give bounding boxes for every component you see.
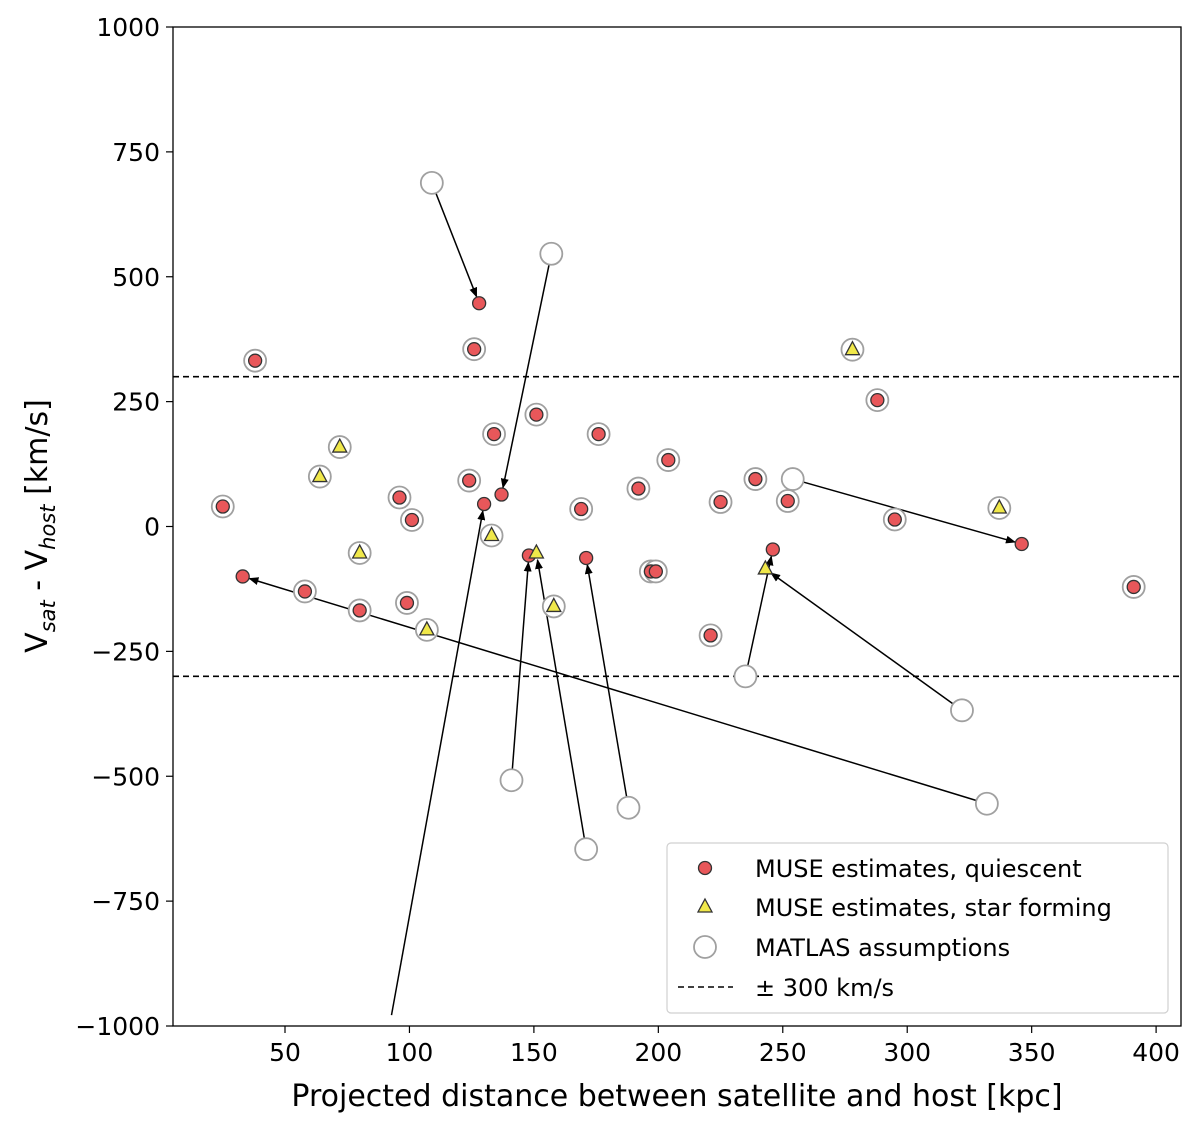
x-tick-label: 100 — [386, 1038, 434, 1067]
matlas-point — [499, 768, 524, 793]
star-forming-point — [331, 437, 348, 453]
x-axis-label: Projected distance between satellite and… — [291, 1079, 1062, 1114]
x-tick-label: 150 — [510, 1038, 558, 1067]
matlas-point — [733, 664, 758, 689]
star-forming-point — [757, 559, 774, 575]
velocity-shift-arrow — [435, 192, 478, 298]
quiescent-point — [471, 296, 487, 311]
velocity-shift-arrow — [500, 264, 550, 489]
x-tick-label: 250 — [759, 1038, 807, 1067]
y-tick-label: 750 — [112, 138, 160, 167]
velocity-shift-arrow — [770, 572, 954, 705]
quiescent-point — [215, 499, 230, 514]
quiescent-point — [870, 392, 885, 408]
y-tick-label: 1000 — [96, 13, 160, 42]
legend: MUSE estimates, quiescent MUSE estimates… — [666, 842, 1169, 1014]
quiescent-point — [494, 487, 509, 502]
matlas-point — [950, 698, 974, 723]
quiescent-point — [1126, 579, 1141, 595]
quiescent-point — [529, 407, 544, 422]
matlas-point — [616, 795, 641, 820]
y-tick-label: 0 — [144, 513, 160, 542]
star-forming-point — [483, 526, 500, 542]
quiescent-point — [1014, 536, 1029, 552]
quiescent-point — [703, 628, 718, 643]
quiescent-point — [467, 342, 482, 357]
legend-marker-star-forming — [696, 897, 714, 913]
quiescent-point — [574, 501, 589, 517]
matlas-point — [574, 837, 599, 862]
x-tick-label: 200 — [634, 1038, 682, 1067]
quiescent-point — [661, 452, 676, 468]
star-forming-point — [844, 340, 861, 356]
matlas-point — [974, 791, 999, 816]
y-tick-label: −1000 — [75, 1012, 160, 1041]
quiescent-point — [352, 603, 367, 618]
legend-label-matlas: MATLAS assumptions — [755, 934, 1010, 962]
legend-marker-matlas — [693, 935, 717, 959]
quiescent-point — [404, 512, 420, 528]
x-tick-label: 300 — [883, 1038, 931, 1067]
legend-marker-quiescent — [697, 860, 713, 876]
quiescent-point — [392, 490, 407, 505]
matlas-point — [419, 170, 444, 195]
matlas-point — [539, 241, 564, 266]
quiescent-point — [631, 481, 646, 496]
quiescent-point — [579, 550, 594, 566]
y-axis-label: Vsat - Vhost [km/s] — [20, 399, 60, 653]
star-forming-point — [418, 620, 435, 636]
quiescent-point — [297, 584, 313, 599]
velocity-shift-arrow — [584, 563, 628, 797]
y-tick-label: 500 — [112, 263, 160, 292]
matlas-point — [780, 467, 805, 491]
star-forming-point — [528, 543, 545, 559]
y-tick-label: 250 — [112, 388, 160, 417]
quiescent-point — [235, 569, 250, 584]
quiescent-point — [648, 564, 663, 579]
star-forming-point — [351, 543, 368, 559]
quiescent-point — [765, 542, 780, 557]
quiescent-point — [887, 512, 902, 527]
star-forming-point — [991, 498, 1008, 514]
x-tick-label: 350 — [1008, 1038, 1056, 1067]
quiescent-point — [462, 473, 477, 488]
quiescent-point — [247, 353, 263, 368]
quiescent-point — [780, 493, 795, 509]
quiescent-point — [476, 496, 492, 512]
y-tick-label: −500 — [91, 762, 160, 791]
quiescent-point — [486, 426, 502, 442]
y-tick-label: −250 — [91, 637, 160, 666]
x-tick-label: 400 — [1132, 1038, 1180, 1067]
legend-label-star-forming: MUSE estimates, star forming — [755, 894, 1112, 922]
quiescent-point — [399, 595, 415, 611]
legend-label-quiescent: MUSE estimates, quiescent — [755, 855, 1082, 883]
velocity-shift-arrow — [803, 481, 1016, 544]
x-tick-label: 50 — [269, 1038, 301, 1067]
legend-label-300: ± 300 km/s — [755, 974, 894, 1002]
y-tick-label: −750 — [91, 887, 160, 916]
quiescent-point — [748, 471, 763, 487]
quiescent-point — [591, 426, 606, 442]
legend-box — [666, 842, 1169, 1014]
quiescent-point — [713, 494, 728, 510]
star-forming-point — [311, 467, 328, 483]
velocity-shift-arrow — [511, 561, 532, 770]
velocity-shift-arrow — [248, 577, 977, 802]
velocity-shift-arrow — [390, 509, 486, 1016]
star-forming-point — [545, 597, 562, 613]
